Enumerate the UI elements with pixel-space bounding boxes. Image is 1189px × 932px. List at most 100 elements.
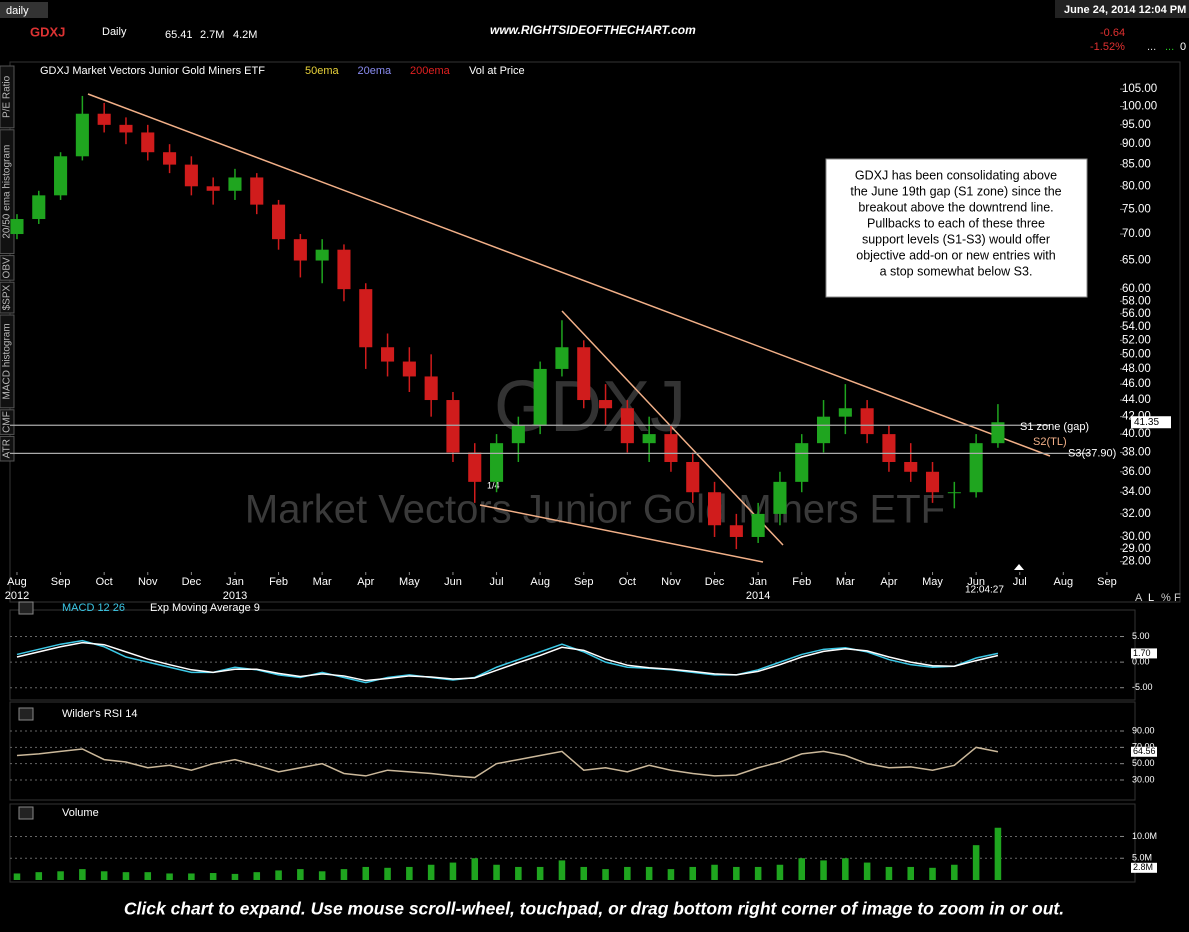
x-tick-label: Sep xyxy=(1097,576,1117,588)
volume-bar xyxy=(776,864,784,880)
volume-bar xyxy=(13,873,21,880)
marker xyxy=(1014,564,1024,570)
candle-body xyxy=(555,347,569,369)
volume-bar xyxy=(842,858,849,880)
volume-bar xyxy=(122,872,130,880)
x-tick-label: Apr xyxy=(357,576,374,588)
volume-frame xyxy=(9,803,1136,883)
y-tick-label: 38.00 xyxy=(1122,446,1151,458)
candle-body xyxy=(991,422,1005,444)
series-name: Exp Moving Average 9 xyxy=(150,602,260,614)
volume-bar xyxy=(711,864,718,880)
y-tick-label: 44.00 xyxy=(1122,394,1151,406)
side-tab-label: 20/50 ema histogram xyxy=(2,145,13,239)
price-tag xyxy=(1131,416,1171,429)
support-label: S1 zone (gap) xyxy=(1020,421,1089,433)
volume-bar xyxy=(602,869,609,880)
trendline xyxy=(87,93,1051,457)
volume-bar xyxy=(427,864,435,880)
series-line xyxy=(16,746,999,779)
volume-bar xyxy=(624,866,631,880)
current-label: 2.8M xyxy=(1133,862,1153,872)
y-tick-label: 52.00 xyxy=(1122,334,1151,346)
interval[interactable]: Daily xyxy=(102,26,127,38)
y-tick-label: 10.0M xyxy=(1132,831,1157,841)
volume-bar xyxy=(929,867,936,880)
support-label: S3(37.90) xyxy=(1068,447,1116,459)
x-tick-label: May xyxy=(399,576,420,588)
side-tab xyxy=(0,255,15,281)
volume-bar xyxy=(384,867,391,880)
side-tab xyxy=(0,281,15,314)
candle-body xyxy=(272,204,286,240)
year-label: 2013 xyxy=(223,590,247,602)
symbol[interactable]: GDXJ xyxy=(30,24,65,39)
extra: ... xyxy=(1147,41,1156,53)
volume-bar xyxy=(79,869,86,880)
stat: 65.41 xyxy=(165,29,193,41)
y-tick-label: 65.00 xyxy=(1122,255,1151,267)
volume-bar xyxy=(100,871,108,880)
volume-bar xyxy=(863,862,871,880)
y-tick-label: 46.00 xyxy=(1122,378,1151,390)
x-tick-label: Jun xyxy=(444,576,462,588)
candle-body xyxy=(599,400,613,409)
indicator: 50ema xyxy=(305,65,340,77)
y-tick-label: 32.00 xyxy=(1122,508,1151,520)
candle-body xyxy=(533,368,547,426)
side-tab xyxy=(0,435,15,462)
side-tab-label: CMF xyxy=(2,411,13,433)
x-tick-label: Feb xyxy=(792,576,811,588)
candle-body xyxy=(664,434,678,462)
candle-body xyxy=(795,443,809,482)
timeframe-box[interactable] xyxy=(0,2,48,18)
y-tick-label: 90.00 xyxy=(1132,725,1155,735)
extra: 0 xyxy=(1180,41,1186,53)
volume-bar xyxy=(275,870,282,880)
s2-label: S2(TL) xyxy=(1033,436,1067,448)
volume-bar xyxy=(667,869,675,880)
annotation-box xyxy=(825,158,1088,298)
year-label: 2012 xyxy=(5,590,29,602)
candle-body xyxy=(97,113,111,125)
series-name: MACD 12 26 xyxy=(62,602,125,614)
x-tick-label: Aug xyxy=(530,576,550,588)
x-tick-label: Apr xyxy=(880,576,897,588)
candle-body xyxy=(686,461,700,493)
year-label: 2014 xyxy=(746,590,770,602)
side-tab xyxy=(0,65,15,129)
x-tick-label: Nov xyxy=(138,576,158,588)
y-tick-label: 48.00 xyxy=(1122,363,1151,375)
candle-body xyxy=(468,452,482,482)
side-tab xyxy=(0,314,15,409)
volume-bar xyxy=(209,873,217,880)
timeframe[interactable]: daily xyxy=(6,5,29,17)
candle-body xyxy=(163,152,177,165)
candle-body xyxy=(381,347,395,362)
volume-bar xyxy=(297,869,304,880)
volume-bar xyxy=(951,864,958,880)
indicator: 200ema xyxy=(410,65,451,77)
y-tick-label: 40.00 xyxy=(1122,428,1151,440)
change: -0.64 xyxy=(1100,27,1125,39)
y-tick-label: 75.00 xyxy=(1122,203,1151,215)
x-tick-label: Dec xyxy=(705,576,725,588)
volume-bar xyxy=(907,866,915,880)
volume-bar xyxy=(515,866,522,880)
x-tick-label: Aug xyxy=(7,576,27,588)
scale-button: A xyxy=(1135,592,1143,604)
x-tick-label: Jan xyxy=(749,576,767,588)
volume-bar xyxy=(558,860,566,880)
annotation-line: a stop somewhat below S3. xyxy=(880,264,1033,278)
scale-button: % xyxy=(1161,592,1171,604)
close-box xyxy=(18,601,34,615)
y-tick-label: 0.00 xyxy=(1132,656,1150,666)
volume-bar xyxy=(188,873,195,880)
y-tick-label: 80.00 xyxy=(1122,180,1151,192)
volume-bar xyxy=(994,827,1002,880)
y-tick-label: 70.00 xyxy=(1132,742,1155,752)
x-tick-label: Mar xyxy=(836,576,855,588)
side-tab-label: $SPX xyxy=(2,284,13,310)
x-tick-label: Jul xyxy=(490,576,504,588)
